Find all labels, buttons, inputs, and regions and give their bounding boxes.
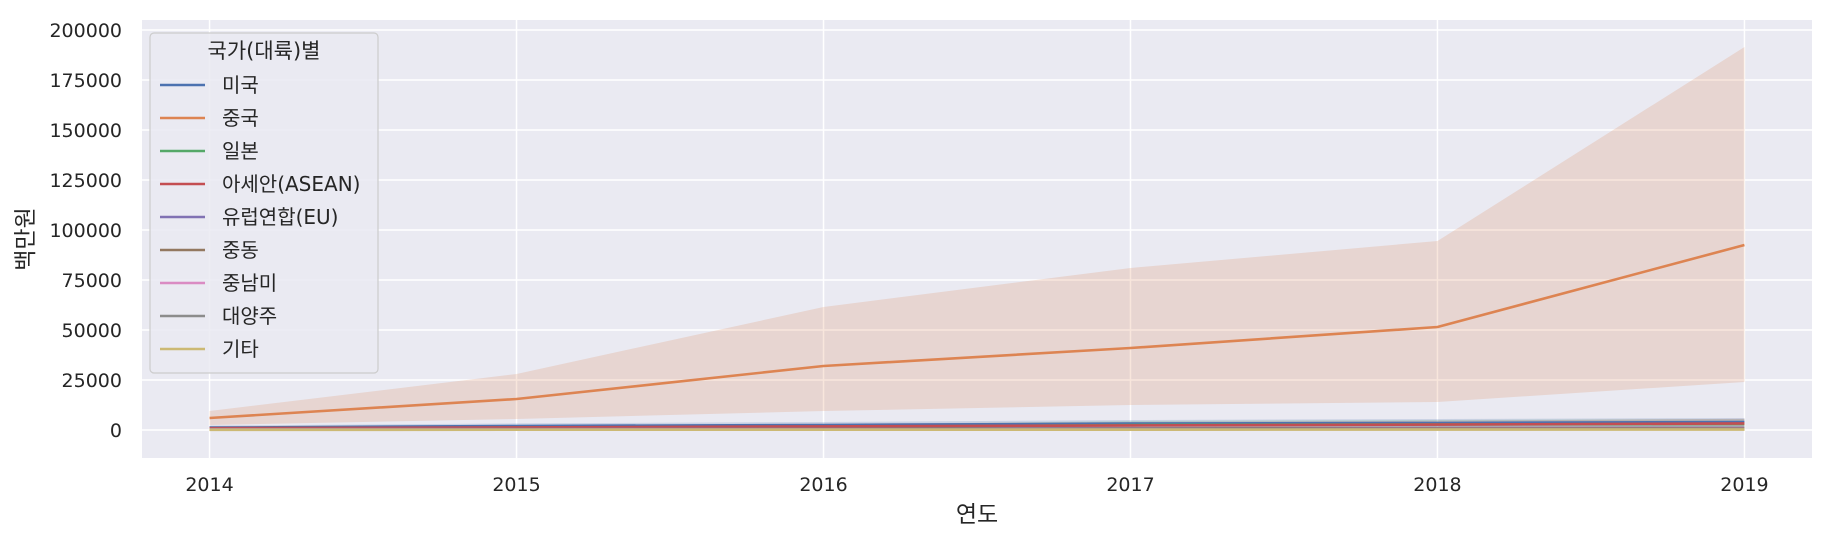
x-tick-label: 2014 (185, 474, 233, 496)
y-tick-label: 0 (110, 420, 122, 442)
legend-label: 기타 (222, 337, 259, 361)
legend-label: 중국 (222, 106, 259, 130)
y-tick-label: 150000 (49, 120, 122, 142)
legend-label: 아세안(ASEAN) (222, 172, 360, 196)
legend-title: 국가(대륙)별 (208, 39, 321, 63)
legend-label: 일본 (222, 139, 259, 163)
y-axis-ticks: 0 25000 50000 75000 100000 125000 150000 175000… (49, 20, 122, 442)
y-tick-label: 25000 (62, 370, 122, 392)
x-tick-label: 2019 (1720, 474, 1768, 496)
legend-label: 유럽연합(EU) (222, 205, 338, 229)
y-tick-label: 75000 (62, 270, 122, 292)
x-axis-ticks: 2014 2015 2016 2017 2018 2019 (185, 474, 1768, 496)
y-tick-label: 200000 (49, 20, 122, 42)
x-axis-label: 연도 (956, 502, 998, 528)
x-tick-label: 2016 (799, 474, 847, 496)
legend-label: 대양주 (222, 304, 277, 328)
x-tick-label: 2015 (492, 474, 540, 496)
y-tick-label: 175000 (49, 70, 122, 92)
legend-label: 중남미 (222, 271, 277, 295)
y-tick-label: 100000 (49, 220, 122, 242)
x-tick-label: 2017 (1106, 474, 1154, 496)
y-tick-label: 50000 (62, 320, 122, 342)
legend-label: 미국 (222, 73, 259, 97)
legend-label: 중동 (222, 238, 259, 262)
y-tick-label: 125000 (49, 170, 122, 192)
y-axis-label: 백만원 (13, 207, 39, 270)
x-tick-label: 2018 (1413, 474, 1461, 496)
